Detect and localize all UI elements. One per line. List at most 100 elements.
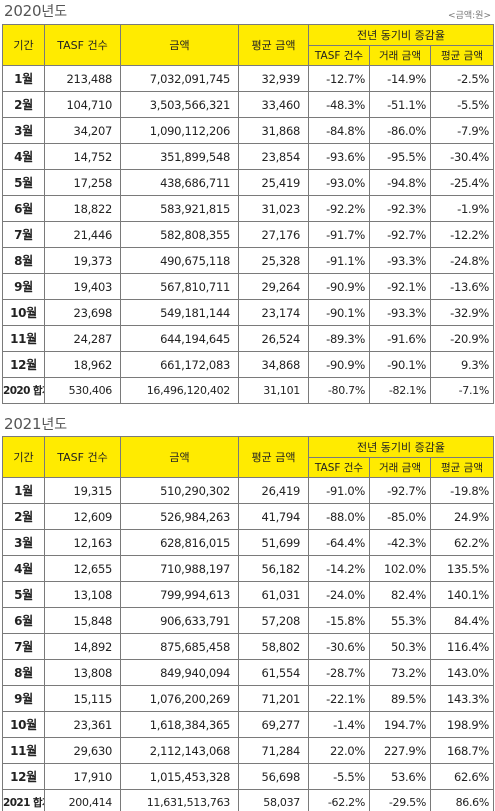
cell-avg-amount: 58,802 [238,633,309,660]
cell-avg-amount: 26,524 [238,325,309,352]
table-body-2020: 1월 213,488 7,032,091,745 32,939 -12.7% -14.9%… [2,65,495,404]
cell-yoy-avg: -12.2% [429,221,495,248]
title-suffix: 년도 [41,417,68,433]
cell-yoy-tasf: -89.3% [308,325,370,352]
cell-yoy-avg: 9.3% [429,351,495,378]
cell-yoy-avg: -30.4% [429,143,495,170]
cell-period: 5월 [2,169,45,196]
cell-period: 10월 [2,299,45,326]
table-row: 12월 18,962 661,172,083 34,868 -90.9% -90.1% 9.… [2,351,495,378]
header-avg-amount: 평균 금액 [238,436,309,478]
cell-yoy-tasf: -12.7% [308,65,370,92]
cell-period: 9월 [2,685,45,712]
header-tasf-count: TASF 건수 [44,436,121,478]
cell-yoy-tasf: -80.7% [308,377,370,404]
cell-amount: 351,899,548 [120,143,239,170]
table-total-row: 2020 합계530,40616,496,120,40231,101-80.7%… [2,377,495,404]
cell-tasf-count: 13,808 [44,659,121,686]
header-yoy-tasf: TASF 건수 [308,45,370,66]
cell-avg-amount: 69,277 [238,711,309,738]
cell-period: 4월 [2,143,45,170]
cell-avg-amount: 58,037 [238,789,309,811]
cell-period: 8월 [2,247,45,274]
cell-yoy-trade: -51.1% [369,91,431,118]
cell-tasf-count: 19,315 [44,477,121,504]
cell-avg-amount: 31,101 [238,377,309,404]
cell-yoy-avg: 168.7% [429,737,495,764]
table-row: 9월 15,115 1,076,200,269 71,201 -22.1% 89.5% 14… [2,685,495,712]
cell-period: 12월 [2,351,45,378]
cell-amount: 549,181,144 [120,299,239,326]
cell-period: 11월 [2,737,45,764]
cell-yoy-trade: 82.4% [369,581,431,608]
cell-avg-amount: 51,699 [238,529,309,556]
table-row: 4월 14,752 351,899,548 23,854 -93.6% -95.5% -30… [2,143,495,170]
cell-yoy-tasf: -22.1% [308,685,370,712]
cell-period: 1월 [2,477,45,504]
cell-yoy-trade: -85.0% [369,503,431,530]
cell-amount: 582,808,355 [120,221,239,248]
cell-tasf-count: 24,287 [44,325,121,352]
cell-avg-amount: 71,201 [238,685,309,712]
cell-yoy-trade: 50.3% [369,633,431,660]
cell-yoy-trade: 227.9% [369,737,431,764]
cell-amount: 526,984,263 [120,503,239,530]
cell-yoy-avg: 143.0% [429,659,495,686]
cell-tasf-count: 12,655 [44,555,121,582]
cell-amount: 3,503,566,321 [120,91,239,118]
cell-yoy-tasf: -48.3% [308,91,370,118]
cell-tasf-count: 530,406 [44,377,121,404]
cell-avg-amount: 33,460 [238,91,309,118]
header-yoy-group: 전년 동기비 증감율 [307,436,495,458]
title-year: 2021 [4,415,42,433]
cell-yoy-tasf: -1.4% [308,711,370,738]
cell-avg-amount: 32,939 [238,65,309,92]
cell-yoy-tasf: -5.5% [308,763,370,790]
cell-yoy-avg: 24.9% [429,503,495,530]
table-row: 3월 12,163 628,816,015 51,699 -64.4% -42.3% 62.… [2,529,495,556]
table-row: 7월 21,446 582,808,355 27,176 -91.7% -92.7% -12… [2,221,495,248]
cell-yoy-avg: -7.9% [429,117,495,144]
cell-yoy-trade: -92.3% [369,195,431,222]
title-year: 2020 [4,2,42,20]
section-title-2021: 2021년도 [4,414,67,434]
cell-tasf-count: 34,207 [44,117,121,144]
header-amount: 금액 [120,436,239,478]
cell-amount: 2,112,143,068 [120,737,239,764]
cell-avg-amount: 31,868 [238,117,309,144]
cell-yoy-trade: -92.7% [369,477,431,504]
cell-avg-amount: 41,794 [238,503,309,530]
cell-amount: 799,994,613 [120,581,239,608]
cell-yoy-tasf: -91.7% [308,221,370,248]
table-row: 2월 104,710 3,503,566,321 33,460 -48.3% -51.1%… [2,91,495,118]
cell-period: 7월 [2,633,45,660]
cell-tasf-count: 213,488 [44,65,121,92]
cell-tasf-count: 12,163 [44,529,121,556]
table-body-2021: 1월 19,315 510,290,302 26,419 -91.0% -92.7% -19… [2,477,495,811]
table-row: 10월 23,698 549,181,144 23,174 -90.1% -93.3% -3… [2,299,495,326]
cell-yoy-trade: -82.1% [369,377,431,404]
cell-period: 10월 [2,711,45,738]
cell-yoy-trade: -29.5% [369,789,431,811]
cell-tasf-count: 15,115 [44,685,121,712]
cell-yoy-trade: -93.3% [369,247,431,274]
cell-avg-amount: 57,208 [238,607,309,634]
cell-avg-amount: 26,419 [238,477,309,504]
cell-yoy-avg: -2.5% [429,65,495,92]
cell-amount: 1,618,384,365 [120,711,239,738]
cell-amount: 849,940,094 [120,659,239,686]
table-row: 11월 24,287 644,194,645 26,524 -89.3% -91.6% -2… [2,325,495,352]
cell-amount: 710,988,197 [120,555,239,582]
cell-avg-amount: 27,176 [238,221,309,248]
cell-amount: 490,675,118 [120,247,239,274]
cell-tasf-count: 14,752 [44,143,121,170]
cell-period: 9월 [2,273,45,300]
header-amount: 금액 [120,24,239,66]
table-row: 5월 13,108 799,994,613 61,031 -24.0% 82.4% 140.… [2,581,495,608]
cell-avg-amount: 25,328 [238,247,309,274]
cell-yoy-tasf: -14.2% [308,555,370,582]
cell-yoy-tasf: -93.0% [308,169,370,196]
cell-amount: 567,810,711 [120,273,239,300]
table-total-row: 2021 합계200,41411,631,513,76358,037-62.2%… [2,789,495,811]
cell-yoy-tasf: -30.6% [308,633,370,660]
